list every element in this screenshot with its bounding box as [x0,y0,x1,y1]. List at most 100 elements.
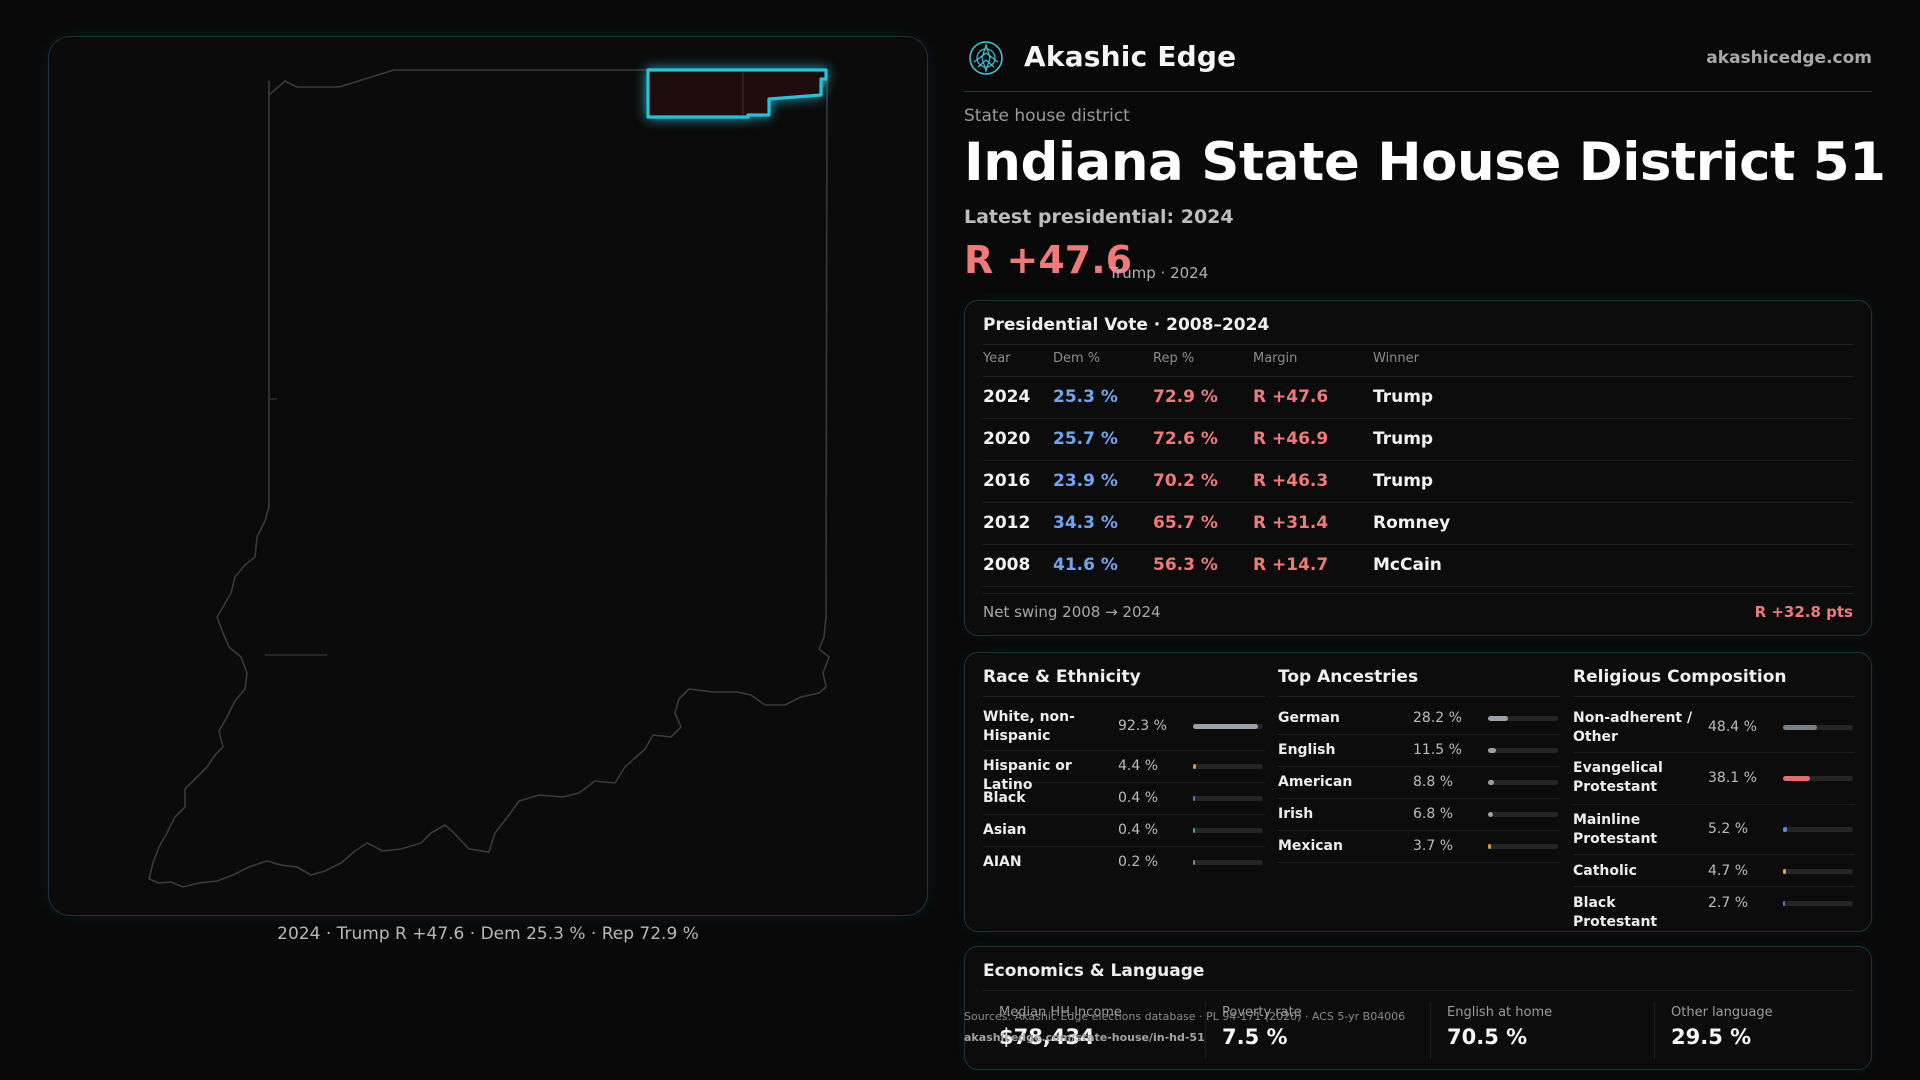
item-pct: 0.4 % [1118,822,1159,838]
row-margin: R +14.7 [1253,555,1329,575]
metric-value: 7.5 % [1222,1025,1288,1049]
page-title: Indiana State House District 51 [964,132,1886,193]
item-bar [1783,725,1853,730]
item-label: Irish [1278,806,1314,822]
divider [1278,696,1560,697]
col-rep: Rep % [1153,351,1195,366]
item-label: Mainline Protestant [1573,812,1658,847]
item-bar [1488,716,1558,721]
item-label: Evangelical Protestant [1573,760,1663,795]
row-margin: R +31.4 [1253,513,1329,533]
district-map[interactable] [48,36,928,916]
metric-label: Poverty rate [1222,1005,1302,1020]
item-label: Asian [983,822,1027,838]
state-outline [148,69,830,888]
net-swing-label: Net swing 2008 → 2024 [983,603,1161,621]
item-bar [1193,796,1263,801]
item-label: Black [983,790,1026,806]
item-pct: 0.4 % [1118,790,1159,806]
row-year: 2020 [983,429,1031,449]
item-label: Non-adherent / Other [1573,710,1693,745]
item-bar-fill [1193,828,1195,833]
item-bar [1488,780,1558,785]
table-row: 2008 41.6 % 56.3 % R +14.7 McCain [983,545,1853,587]
latest-presidential-label: Latest presidential: 2024 [964,206,1234,228]
metric-value: 29.5 % [1671,1025,1752,1049]
list-item: Black Protestant 2.7 % [1573,887,1855,930]
economics-title: Economics & Language [983,961,1205,981]
item-pct: 2.7 % [1708,895,1749,911]
row-rep: 72.6 % [1153,429,1218,449]
divider [1654,1001,1655,1059]
divider [1430,1001,1431,1059]
item-label: White, non-Hispanic [983,709,1075,744]
compass-logo-icon[interactable] [968,40,1004,76]
divider [1205,1001,1206,1059]
item-pct: 92.3 % [1118,718,1167,734]
row-margin: R +46.3 [1253,471,1329,491]
row-dem: 23.9 % [1053,471,1118,491]
map-svg [148,68,830,888]
religion-column: Religious Composition Non-adherent / Oth… [1573,653,1855,933]
item-pct: 11.5 % [1413,742,1462,758]
item-label: AIAN [983,854,1022,870]
item-bar-fill [1488,716,1508,721]
item-pct: 4.7 % [1708,863,1749,879]
list-item: English 11.5 % [1278,735,1560,767]
ancestry-column: Top Ancestries German 28.2 % English 11.… [1278,653,1560,933]
district-kicker: State house district [964,106,1130,126]
row-rep: 65.7 % [1153,513,1218,533]
item-pct: 8.8 % [1413,774,1454,790]
brand-name[interactable]: Akashic Edge [1024,40,1237,73]
site-link[interactable]: akashicedge.com [1706,48,1872,68]
item-label: Hispanic or Latino [983,758,1072,793]
district-51-shape[interactable] [646,68,828,119]
list-item: Irish 6.8 % [1278,799,1560,831]
metric-label: Other language [1671,1005,1773,1020]
sources-text: Sources: Akashic Edge elections database… [964,1010,1406,1023]
item-label: Mexican [1278,838,1343,854]
item-label: Catholic [1573,863,1637,879]
row-dem: 34.3 % [1053,513,1118,533]
item-pct: 0.2 % [1118,854,1159,870]
item-label: Black Protestant [1573,895,1658,930]
item-bar-fill [1488,780,1494,785]
race-title: Race & Ethnicity [983,667,1141,687]
list-item: Catholic 4.7 % [1573,855,1855,887]
item-bar [1783,901,1853,906]
row-margin: R +46.9 [1253,429,1329,449]
table-row: 2024 25.3 % 72.9 % R +47.6 Trump [983,377,1853,419]
religion-title: Religious Composition [1573,667,1787,687]
list-item: Evangelical Protestant 38.1 % [1573,753,1855,805]
item-bar [1193,764,1263,769]
row-winner: Trump [1373,471,1434,491]
item-pct: 3.7 % [1413,838,1454,854]
detail-panel: Akashic Edge akashicedge.com State house… [964,0,1886,1080]
col-winner: Winner [1373,351,1420,366]
item-bar [1488,748,1558,753]
item-bar-fill [1488,748,1496,753]
sources-url[interactable]: akashicedge.com/state-house/in-hd-51 [964,1031,1205,1044]
item-pct: 28.2 % [1413,710,1462,726]
demographics-card: Race & Ethnicity White, non-Hispanic 92.… [964,652,1872,932]
item-label: English [1278,742,1336,758]
row-rep: 70.2 % [1153,471,1218,491]
item-bar [1193,828,1263,833]
list-item: AIAN 0.2 % [983,847,1265,879]
item-bar-fill [1193,860,1195,865]
item-bar [1783,827,1853,832]
list-item: Hispanic or Latino 4.4 % [983,751,1265,793]
item-label: German [1278,710,1340,726]
row-winner: Trump [1373,387,1434,407]
divider [1573,696,1855,697]
item-bar [1193,860,1263,865]
row-winner: Trump [1373,429,1434,449]
race-column: Race & Ethnicity White, non-Hispanic 92.… [983,653,1265,933]
item-bar-fill [1783,725,1817,730]
divider [983,696,1265,697]
divider [983,344,1853,345]
item-pct: 38.1 % [1708,770,1757,786]
item-bar [1488,844,1558,849]
presidential-vote-card: Presidential Vote · 2008–2024 Year Dem %… [964,300,1872,636]
item-bar-fill [1488,844,1491,849]
